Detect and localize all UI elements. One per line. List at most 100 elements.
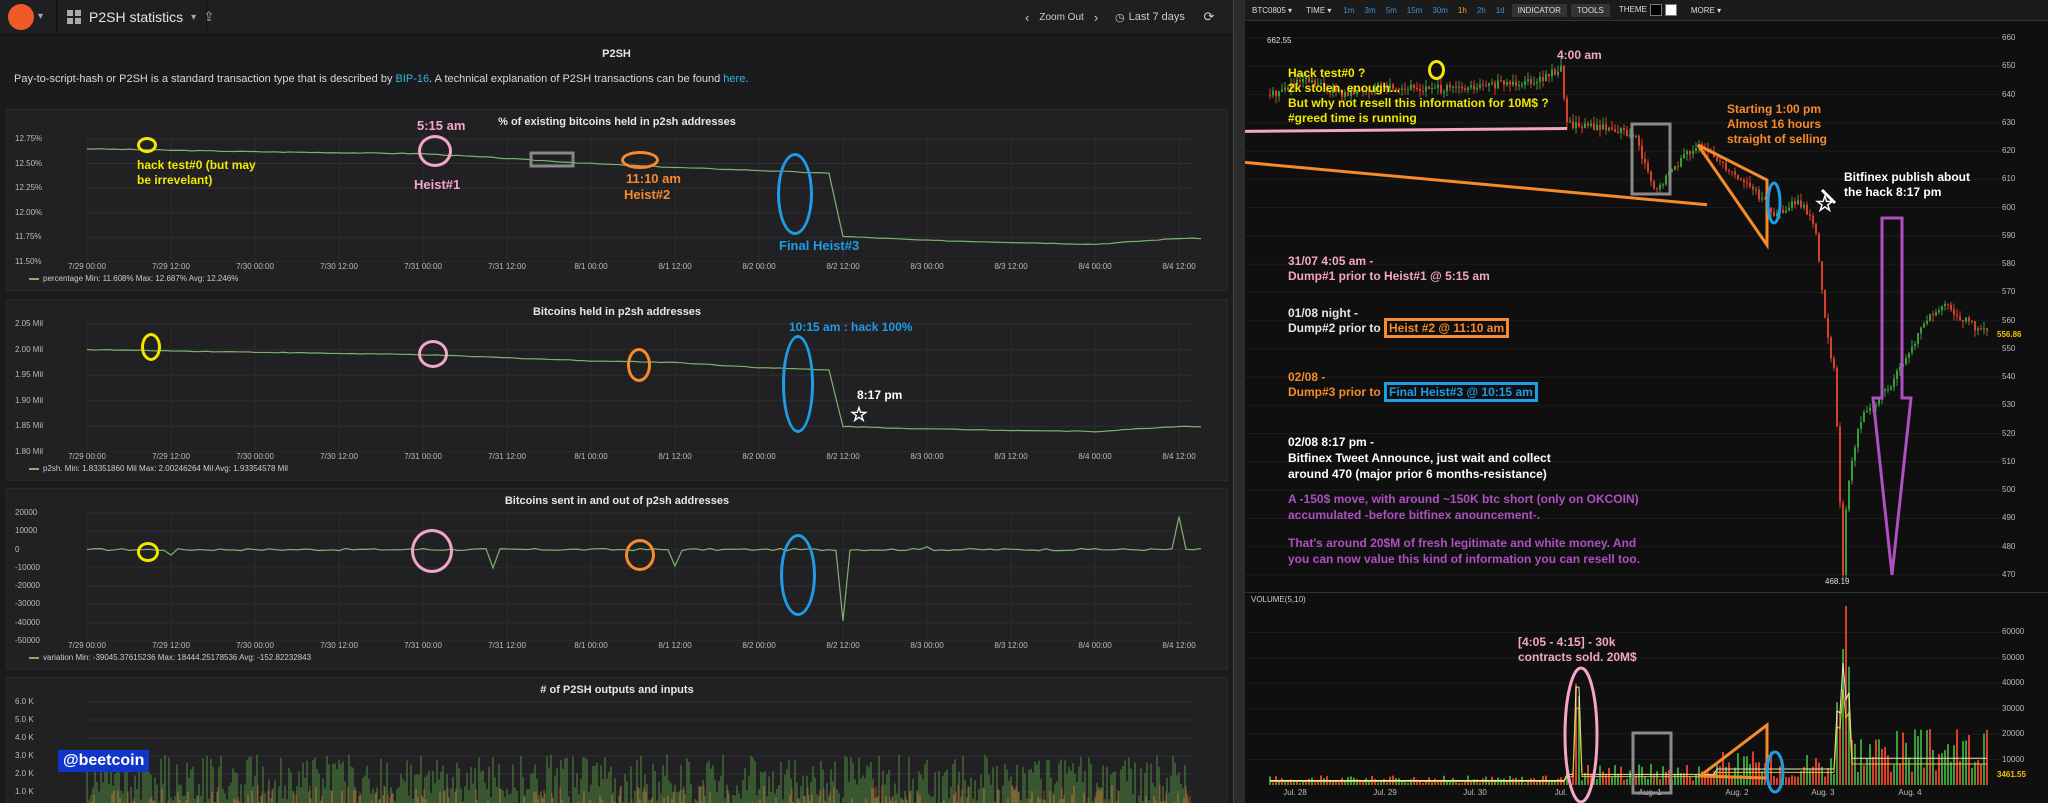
- timeframe-15m[interactable]: 15m: [1406, 5, 1423, 15]
- volume-bar: [1623, 779, 1625, 785]
- candle-body: [1749, 182, 1751, 187]
- time-back-icon[interactable]: ‹: [1025, 9, 1030, 25]
- volume-bar: [1872, 756, 1874, 785]
- volume-bar: [1881, 748, 1883, 785]
- legend[interactable]: variation Min: -39045.37615236 Max: 1844…: [29, 653, 311, 662]
- panel-outputs-inputs: # of P2SH outputs and inputs 6.0 K 5.0 K 4…: [6, 677, 1228, 803]
- timeframe-2h[interactable]: 2h: [1476, 5, 1486, 15]
- volume-bar: [1890, 771, 1892, 785]
- timeframe-3m[interactable]: 3m: [1364, 5, 1376, 15]
- timeframe-1h[interactable]: 1h: [1457, 5, 1467, 15]
- purple-arrow-down: [1871, 216, 1913, 576]
- annotation-hack-test: Hack test#0 ? 2k stolen, enough... But w…: [1288, 66, 1549, 126]
- annotation-heist2: Heist#2: [624, 187, 671, 202]
- x-tick-label: 7/29 12:00: [152, 262, 190, 271]
- volume-bar: [1755, 762, 1757, 785]
- volume-bar: [1668, 770, 1670, 785]
- last-price-marker: 556.86: [1995, 330, 2024, 339]
- last-volume-marker: 3461.55: [1995, 770, 2028, 779]
- desc-part2: . A technical explanation of P2SH transa…: [429, 73, 724, 85]
- x-tick-label: 8/1 12:00: [658, 262, 692, 271]
- annotation-selling: Starting 1:00 pm Almost 16 hours straigh…: [1727, 102, 1827, 147]
- panel-title: % of existing bitcoins held in p2sh addr…: [498, 116, 736, 128]
- dark-theme-swatch[interactable]: [1649, 4, 1662, 16]
- candle-body: [1842, 503, 1844, 575]
- x-tick-label: 7/29 12:00: [152, 452, 190, 461]
- annotation-volume: [4:05 - 4:15] - 30k contracts sold. 20M$: [1518, 635, 1637, 665]
- volume-bar: [1908, 757, 1910, 785]
- candle-body: [1827, 317, 1829, 338]
- volume-bar: [1611, 777, 1613, 785]
- volume-bar: [1539, 781, 1541, 785]
- x-tick-label: 8/1 00:00: [574, 641, 608, 650]
- candle-body: [1914, 343, 1916, 347]
- zoom-out-button[interactable]: Zoom Out: [1039, 11, 1084, 23]
- annotation-line: That's around 20$M of fresh legitimate a…: [1288, 536, 1637, 550]
- grafana-logo-icon[interactable]: [8, 4, 34, 30]
- volume-bar: [1380, 779, 1382, 785]
- annotation-line: you can now value this kind of informati…: [1288, 552, 1641, 566]
- volume-bar: [1617, 774, 1619, 785]
- volume-bar: [1884, 746, 1886, 785]
- candle-body: [1755, 189, 1757, 191]
- x-tick-label: 8/4 00:00: [1078, 641, 1112, 650]
- legend[interactable]: percentage Min: 11.608% Max: 12.687% Avg…: [29, 274, 238, 283]
- dashboard-picker[interactable]: P2SH statistics ▾: [56, 0, 208, 34]
- bip16-link[interactable]: BIP-16: [395, 73, 430, 85]
- candle-body: [1422, 91, 1424, 93]
- candle-body: [1677, 165, 1679, 167]
- volume-bar: [1401, 781, 1403, 785]
- volume-chart: [1245, 606, 2000, 785]
- symbol-select[interactable]: BTC0805 ▾: [1245, 6, 1299, 15]
- candle-body: [1662, 184, 1664, 186]
- candle-body: [1368, 91, 1370, 93]
- volume-bar: [1959, 760, 1961, 785]
- here-link[interactable]: here: [723, 73, 746, 85]
- volume-bar: [1779, 765, 1781, 785]
- timeframe-30m[interactable]: 30m: [1432, 5, 1448, 15]
- theme-picker[interactable]: THEME: [1612, 4, 1684, 16]
- candle-body: [1515, 81, 1517, 86]
- candle-body: [1539, 76, 1541, 82]
- candle-body: [1719, 161, 1721, 163]
- candle-body: [1326, 86, 1328, 92]
- candle-body: [1353, 89, 1355, 95]
- candle-body: [1338, 89, 1340, 92]
- more-menu[interactable]: MORE ▾: [1684, 6, 1728, 15]
- indicator-button[interactable]: INDICATOR: [1511, 3, 1567, 17]
- volume-bar: [1446, 780, 1448, 785]
- timeframe-5m[interactable]: 5m: [1385, 5, 1397, 15]
- share-icon[interactable]: ⇪: [203, 9, 215, 24]
- x-tick-label: 8/1 12:00: [658, 452, 692, 461]
- tools-button[interactable]: TOOLS: [1570, 3, 1610, 17]
- blue-circle-p1: [777, 153, 813, 235]
- candle-body: [1635, 135, 1637, 138]
- y-tick-label: 10000: [15, 526, 38, 536]
- candle-body: [1752, 186, 1754, 190]
- annotation-515: 5:15 am: [417, 118, 466, 133]
- volume-tick-label: 10000: [2002, 754, 2025, 764]
- candle-body: [1935, 312, 1937, 316]
- candle-body: [1623, 127, 1625, 131]
- light-theme-swatch[interactable]: [1664, 4, 1677, 16]
- time-select[interactable]: TIME ▾: [1299, 6, 1338, 15]
- timeframe-1m[interactable]: 1m: [1343, 5, 1355, 15]
- volume-bar: [1338, 781, 1340, 785]
- volume-bar: [1953, 745, 1955, 785]
- volume-bar: [1860, 739, 1862, 785]
- legend[interactable]: p2sh. Min: 1.83351860 Mil Max: 2.0024626…: [29, 464, 288, 473]
- candle-body: [1983, 328, 1985, 330]
- volume-bar: [1842, 649, 1844, 785]
- timeframe-1d[interactable]: 1d: [1495, 5, 1505, 15]
- volume-bar: [1527, 779, 1529, 785]
- candle-body: [1521, 84, 1523, 86]
- volume-bar: [1635, 775, 1637, 785]
- time-forward-icon[interactable]: ›: [1093, 9, 1099, 25]
- candle-body: [1308, 77, 1310, 83]
- candle-body: [1524, 81, 1526, 85]
- menu-caret-icon[interactable]: ▾: [38, 11, 44, 22]
- time-range-picker[interactable]: ◷ Last 7 days: [1115, 0, 1185, 34]
- refresh-icon[interactable]: ⟳: [1203, 9, 1215, 24]
- ma10-line: [1270, 689, 1987, 783]
- time-tick-label: Aug. 4: [1898, 788, 1922, 797]
